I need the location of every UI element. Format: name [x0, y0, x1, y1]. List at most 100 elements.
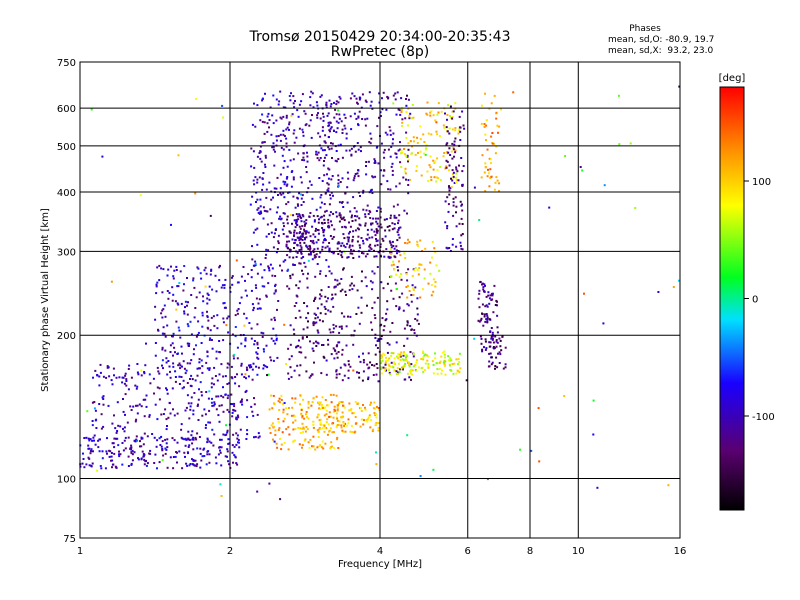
data-point — [189, 408, 192, 411]
data-point — [319, 293, 322, 296]
data-point — [335, 416, 338, 419]
data-point — [319, 272, 322, 275]
data-point — [373, 249, 375, 252]
data-point — [484, 338, 487, 341]
data-point — [255, 351, 258, 354]
data-point — [384, 363, 387, 366]
data-point — [375, 238, 377, 240]
data-point — [250, 337, 253, 340]
data-point — [343, 374, 346, 377]
data-point — [328, 124, 331, 127]
data-point — [442, 155, 445, 158]
data-point — [295, 222, 298, 225]
data-point — [299, 364, 302, 367]
data-point — [422, 133, 425, 136]
data-point — [445, 126, 448, 129]
data-point — [488, 341, 491, 344]
data-point — [100, 413, 103, 416]
data-point — [288, 433, 291, 436]
data-point — [312, 396, 315, 399]
data-point — [272, 394, 275, 397]
data-point — [315, 395, 318, 398]
data-point — [443, 353, 446, 356]
data-point — [419, 150, 422, 153]
data-point — [490, 299, 493, 301]
data-point — [282, 212, 285, 215]
data-point — [134, 384, 137, 387]
data-point — [306, 326, 309, 329]
data-point — [380, 362, 382, 365]
data-point — [453, 155, 455, 158]
data-point — [407, 124, 409, 127]
data-point — [360, 410, 363, 412]
data-point — [201, 325, 204, 328]
data-point — [394, 98, 397, 101]
data-point — [339, 214, 342, 217]
data-point — [323, 160, 325, 162]
data-point — [407, 361, 410, 364]
data-point — [373, 401, 376, 404]
data-point — [252, 218, 255, 221]
data-point — [312, 426, 315, 429]
data-point — [208, 298, 211, 301]
data-point — [299, 316, 302, 319]
data-point — [295, 213, 298, 216]
data-point — [190, 396, 193, 399]
data-point — [174, 376, 177, 378]
data-point — [240, 275, 243, 278]
data-point — [257, 357, 260, 360]
data-point — [369, 280, 372, 283]
data-point — [485, 304, 488, 307]
data-point — [360, 280, 363, 283]
data-point — [161, 448, 164, 450]
data-point — [408, 364, 411, 367]
data-point — [349, 252, 352, 255]
data-point — [338, 220, 341, 223]
data-point — [312, 321, 315, 324]
data-point — [332, 327, 335, 330]
data-point — [411, 274, 414, 277]
data-point — [456, 363, 459, 366]
data-point — [335, 325, 338, 328]
data-point — [377, 407, 380, 409]
data-point — [499, 353, 502, 356]
data-point — [409, 370, 412, 373]
data-point — [188, 444, 191, 447]
data-point — [172, 277, 175, 280]
data-point — [138, 403, 141, 406]
data-point — [296, 223, 299, 226]
data-point — [399, 355, 402, 358]
data-point — [313, 256, 316, 259]
data-point — [219, 264, 221, 267]
data-point — [386, 359, 389, 362]
data-point — [285, 428, 288, 431]
data-point — [207, 397, 210, 400]
data-point — [321, 126, 324, 129]
data-point — [339, 181, 342, 183]
data-point — [127, 436, 130, 439]
y-tick-label: 400 — [57, 188, 76, 199]
data-point — [461, 183, 464, 186]
data-point — [358, 244, 361, 247]
data-point — [581, 169, 584, 172]
data-point — [283, 135, 286, 137]
data-point — [490, 175, 493, 178]
data-point — [358, 217, 361, 220]
data-point — [375, 255, 378, 258]
data-point — [313, 361, 315, 364]
data-point — [420, 358, 423, 360]
data-point — [341, 379, 344, 382]
data-point — [133, 439, 136, 442]
data-point — [327, 112, 330, 115]
data-point — [422, 370, 425, 373]
data-point — [380, 354, 383, 357]
data-point — [489, 330, 492, 333]
data-point — [313, 220, 316, 223]
data-point — [344, 246, 347, 249]
data-point — [334, 108, 337, 111]
data-point — [320, 289, 323, 292]
data-point — [478, 320, 481, 323]
data-point — [397, 269, 400, 272]
data-point — [448, 189, 451, 192]
data-point — [326, 173, 328, 176]
